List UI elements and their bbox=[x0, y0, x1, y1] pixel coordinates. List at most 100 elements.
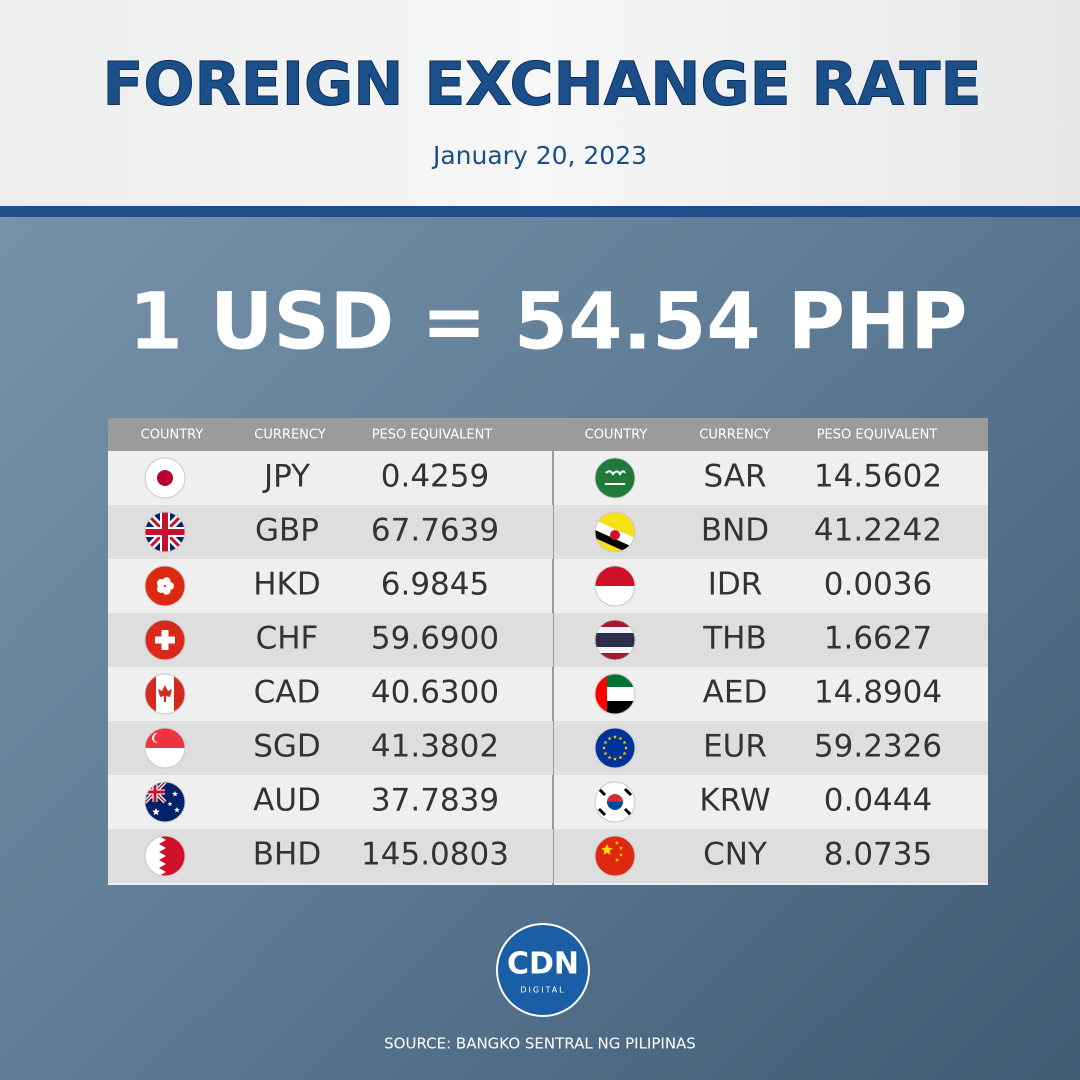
peso-equivalent: 1.6627 bbox=[824, 621, 932, 657]
flag-part bbox=[615, 841, 619, 845]
flag-clip bbox=[145, 836, 185, 876]
flag-part bbox=[167, 801, 173, 806]
flag-part bbox=[595, 836, 635, 876]
currency: CHF bbox=[256, 621, 319, 657]
flag-part bbox=[154, 733, 164, 743]
flag-part bbox=[161, 630, 169, 650]
flag-part bbox=[615, 858, 619, 862]
currency: THB bbox=[702, 621, 767, 657]
flag-part bbox=[603, 751, 608, 756]
flag-part bbox=[595, 586, 635, 606]
flag bbox=[144, 781, 186, 823]
flag-part bbox=[603, 740, 608, 745]
flag-outline bbox=[594, 619, 636, 661]
flag-part bbox=[610, 530, 620, 540]
flag-part bbox=[595, 566, 635, 586]
flag-part bbox=[618, 736, 623, 741]
peso-equivalent: 6.9845 bbox=[381, 567, 489, 603]
flag bbox=[144, 619, 186, 661]
flag-clip bbox=[145, 620, 185, 660]
flag-outline bbox=[144, 457, 186, 499]
flag-part bbox=[162, 512, 168, 552]
flag-part bbox=[619, 846, 623, 850]
peso-equivalent: 37.7839 bbox=[371, 783, 499, 819]
flag-part bbox=[145, 566, 185, 606]
flag-part bbox=[595, 728, 635, 768]
peso-equivalent: 8.0735 bbox=[824, 837, 932, 873]
flag bbox=[144, 565, 186, 607]
peso-equivalent: 14.8904 bbox=[814, 675, 942, 711]
flag-part bbox=[607, 794, 623, 802]
currency: EUR bbox=[703, 729, 767, 765]
flag-clip bbox=[145, 674, 185, 714]
source: SOURCE: BANGKO SENTRAL NG PILIPINAS bbox=[384, 1035, 696, 1053]
flag-part bbox=[174, 807, 180, 813]
flag-outline bbox=[594, 511, 636, 553]
title: FOREIGN EXCHANGE RATE bbox=[103, 50, 982, 120]
flag-part bbox=[613, 757, 617, 761]
flag-part bbox=[622, 740, 627, 745]
flag-outline bbox=[144, 727, 186, 769]
peso-equivalent: 41.2242 bbox=[814, 513, 942, 549]
flag-outline bbox=[144, 619, 186, 661]
currency: AED bbox=[703, 675, 768, 711]
date: January 20, 2023 bbox=[431, 141, 647, 170]
flag-part bbox=[618, 755, 623, 760]
currency: IDR bbox=[708, 567, 763, 603]
flag-outline bbox=[594, 673, 636, 715]
column-header: PESO EQUIVALENT bbox=[817, 428, 938, 443]
logo-name: CDN bbox=[507, 947, 579, 982]
flag-part bbox=[156, 584, 165, 593]
flag-part bbox=[613, 735, 617, 739]
peso-equivalent: 41.3802 bbox=[371, 729, 499, 765]
currency: CAD bbox=[254, 675, 321, 711]
flag-part bbox=[623, 807, 633, 817]
flag-part bbox=[145, 748, 185, 768]
flag-part bbox=[595, 633, 635, 647]
currency: HKD bbox=[253, 567, 321, 603]
flag-part bbox=[145, 728, 185, 748]
flag bbox=[594, 673, 636, 715]
flag bbox=[144, 457, 186, 499]
flag-clip bbox=[595, 566, 635, 606]
flag bbox=[144, 511, 186, 553]
flag-part bbox=[602, 746, 606, 750]
peso-equivalent: 0.4259 bbox=[381, 459, 489, 495]
flag-part bbox=[607, 736, 612, 741]
flag-clip bbox=[595, 782, 635, 822]
flag-part bbox=[624, 746, 628, 750]
currency: CNY bbox=[703, 837, 767, 873]
currency: AUD bbox=[253, 783, 321, 819]
flag-clip bbox=[595, 728, 635, 768]
flag-part bbox=[607, 755, 612, 760]
flag-outline bbox=[144, 835, 186, 877]
flag-clip bbox=[145, 458, 185, 498]
peso-equivalent: 0.0444 bbox=[824, 783, 932, 819]
peso-equivalent: 14.5602 bbox=[814, 459, 942, 495]
flag-outline bbox=[144, 565, 186, 607]
flag-clip bbox=[145, 566, 185, 606]
flag bbox=[144, 673, 186, 715]
divider bbox=[0, 206, 1080, 217]
flag bbox=[144, 727, 186, 769]
currency: BHD bbox=[253, 837, 321, 873]
flag-part bbox=[153, 782, 157, 802]
peso-equivalent: 40.6300 bbox=[371, 675, 499, 711]
flag-part bbox=[623, 787, 633, 797]
currency: JPY bbox=[262, 459, 310, 495]
flag-part bbox=[597, 807, 607, 817]
flag bbox=[594, 457, 636, 499]
column-header: CURRENCY bbox=[699, 428, 770, 443]
flag-part bbox=[158, 685, 172, 702]
flag-outline bbox=[594, 835, 636, 877]
flag bbox=[594, 565, 636, 607]
flag-part bbox=[145, 674, 156, 714]
column-header: PESO EQUIVALENT bbox=[372, 428, 493, 443]
flag-part bbox=[174, 674, 185, 714]
currency: GBP bbox=[255, 513, 319, 549]
header-band bbox=[0, 0, 1080, 206]
flag-part bbox=[157, 470, 173, 486]
flag-clip bbox=[145, 512, 185, 552]
